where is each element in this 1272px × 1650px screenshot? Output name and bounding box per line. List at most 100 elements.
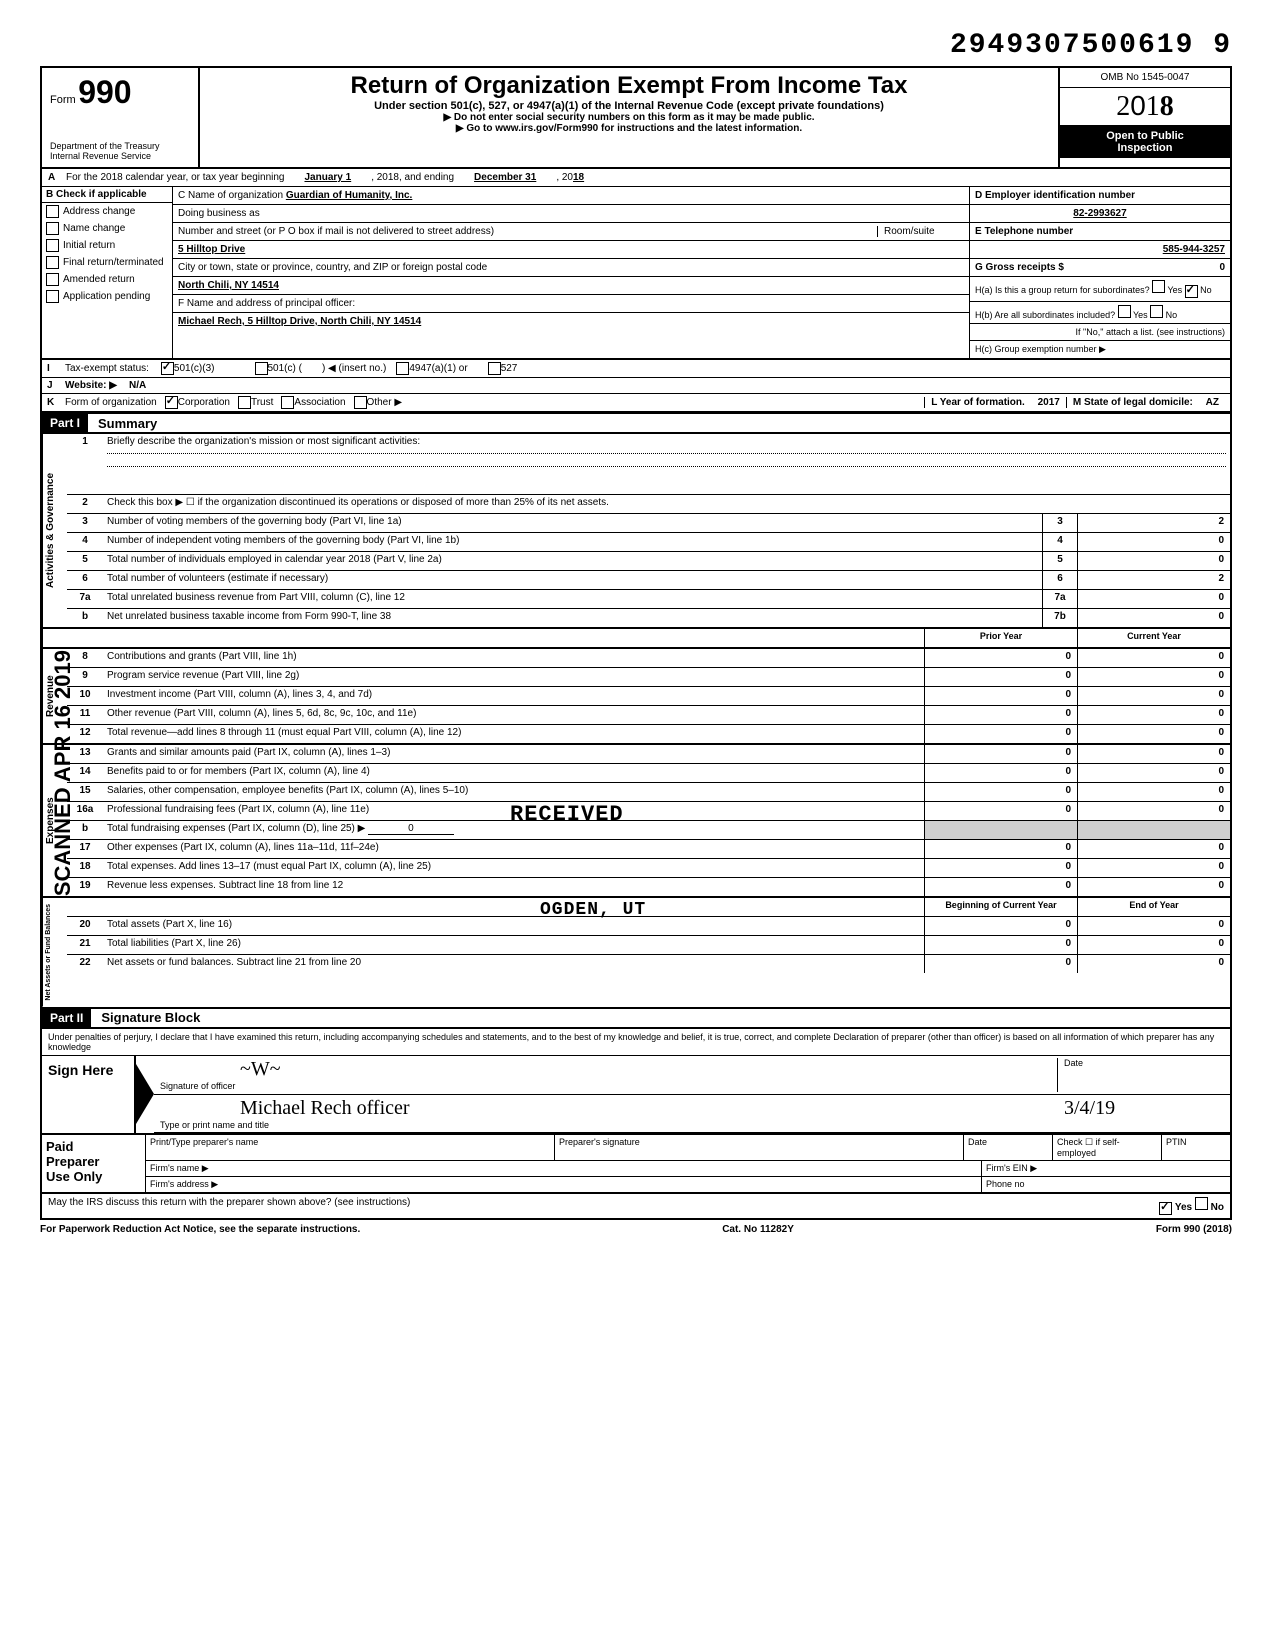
row-4-num: 4 — [67, 533, 103, 551]
footer-final: For Paperwork Reduction Act Notice, see … — [40, 1220, 1232, 1239]
prep-name-label: Print/Type preparer's name — [146, 1135, 555, 1160]
year-val: 18 — [573, 172, 584, 183]
opt-trust: Trust — [251, 397, 273, 408]
checkbox-4947[interactable] — [396, 362, 409, 375]
row-2-num: 2 — [67, 495, 103, 513]
checkbox-final-return[interactable] — [46, 256, 59, 269]
year-end: December 31 — [474, 172, 536, 183]
firm-name-label: Firm's name ▶ — [146, 1161, 982, 1176]
opt-501c-b: ) ◀ (insert no.) — [322, 363, 386, 374]
checkbox-corp[interactable] — [165, 396, 178, 409]
table-row: 10Investment income (Part VIII, column (… — [67, 687, 1230, 706]
label-initial-return: Initial return — [63, 240, 115, 251]
discuss-row: May the IRS discuss this return with the… — [40, 1194, 1232, 1220]
checkbox-trust[interactable] — [238, 396, 251, 409]
checkbox-discuss-no[interactable] — [1195, 1197, 1208, 1210]
checkbox-initial-return[interactable] — [46, 239, 59, 252]
row-7a-num: 7a — [67, 590, 103, 608]
form-title: Return of Organization Exempt From Incom… — [208, 72, 1050, 100]
section-b-header: B Check if applicable — [42, 187, 172, 203]
tax-year: 2018 — [1060, 88, 1230, 126]
discuss-text: May the IRS discuss this return with the… — [48, 1197, 410, 1215]
signature-section: Under penalties of perjury, I declare th… — [40, 1029, 1232, 1135]
row-7b-val: 0 — [1077, 609, 1230, 627]
table-row: 9Program service revenue (Part VIII, lin… — [67, 668, 1230, 687]
checkbox-ha-no[interactable] — [1185, 285, 1198, 298]
preparer-section: Paid Preparer Use Only Print/Type prepar… — [40, 1135, 1232, 1194]
checkbox-name-change[interactable] — [46, 222, 59, 235]
checkbox-assoc[interactable] — [281, 396, 294, 409]
gross-label: G Gross receipts $ — [975, 262, 1064, 273]
checkbox-app-pending[interactable] — [46, 290, 59, 303]
form-note-ssn: ▶ Do not enter social security numbers o… — [208, 112, 1050, 123]
label-app-pending: Application pending — [63, 291, 150, 302]
label-amended: Amended return — [63, 274, 135, 285]
year-formation-label: L Year of formation. — [931, 397, 1025, 408]
checkbox-527[interactable] — [488, 362, 501, 375]
row-7b-desc: Net unrelated business taxable income fr… — [103, 609, 1042, 627]
paid-label: Paid — [46, 1139, 141, 1154]
yes-label: Yes — [1175, 1202, 1192, 1213]
row-3-num: 3 — [67, 514, 103, 532]
table-row: 16aProfessional fundraising fees (Part I… — [67, 802, 1230, 821]
firm-ein-label: Firm's EIN ▶ — [982, 1161, 1230, 1176]
part2-header: Part II Signature Block — [40, 1009, 1232, 1029]
row-7b-box: 7b — [1042, 609, 1077, 627]
row-2-desc: Check this box ▶ ☐ if the organization d… — [103, 495, 1230, 513]
scanned-stamp: SCANNED APR 16 2019 — [50, 650, 76, 896]
year-formation: 2017 — [1038, 397, 1060, 408]
row-5-val: 0 — [1077, 552, 1230, 570]
line-i: I Tax-exempt status: 501(c)(3) 501(c) ( … — [40, 360, 1232, 378]
row-4-desc: Number of independent voting members of … — [103, 533, 1042, 551]
no-label: No — [1211, 1202, 1224, 1213]
ogden-stamp: OGDEN, UT — [540, 900, 646, 920]
inspection-label: Inspection — [1064, 142, 1226, 154]
checkbox-amended[interactable] — [46, 273, 59, 286]
website-value: N/A — [129, 380, 146, 391]
table-row: bTotal fundraising expenses (Part IX, co… — [67, 821, 1230, 840]
table-row: 12Total revenue—add lines 8 through 11 (… — [67, 725, 1230, 743]
received-stamp: RECEIVED — [510, 802, 624, 827]
row-4-val: 0 — [1077, 533, 1230, 551]
line-j: J Website: ▶ N/A — [40, 378, 1232, 394]
opt-501c3: 501(c)(3) — [174, 363, 215, 374]
opt-corp: Corporation — [178, 397, 230, 408]
form-subtitle: Under section 501(c), 527, or 4947(a)(1)… — [208, 100, 1050, 112]
checkbox-501c[interactable] — [255, 362, 268, 375]
row-1-num: 1 — [67, 434, 103, 494]
current-year-hdr: Current Year — [1077, 629, 1230, 647]
checkbox-address-change[interactable] — [46, 205, 59, 218]
row-3-desc: Number of voting members of the governin… — [103, 514, 1042, 532]
row-1-desc: Briefly describe the organization's miss… — [107, 436, 420, 447]
row-6-val: 2 — [1077, 571, 1230, 589]
row-6-num: 6 — [67, 571, 103, 589]
arrow-icon — [136, 1064, 154, 1124]
netassets-label: Net Assets or Fund Balances — [42, 898, 67, 1007]
hb-label: H(b) Are all subordinates included? — [975, 310, 1115, 320]
checkbox-other[interactable] — [354, 396, 367, 409]
prep-date-label: Date — [964, 1135, 1053, 1160]
end-year-hdr: End of Year — [1077, 898, 1230, 916]
table-row: 14Benefits paid to or for members (Part … — [67, 764, 1230, 783]
phone-label: E Telephone number — [970, 223, 1230, 241]
checkbox-ha-yes[interactable] — [1152, 280, 1165, 293]
table-row: 18Total expenses. Add lines 13–17 (must … — [67, 859, 1230, 878]
year-begin: January 1 — [304, 172, 351, 183]
row-7a-val: 0 — [1077, 590, 1230, 608]
irs-label: Internal Revenue Service — [50, 151, 190, 161]
gross-value: 0 — [1219, 262, 1225, 273]
table-row: 20Total assets (Part X, line 16)00 — [67, 917, 1230, 936]
checkbox-discuss-yes[interactable] — [1159, 1202, 1172, 1215]
opt-4947: 4947(a)(1) or — [409, 363, 467, 374]
expenses-section: Expenses 13Grants and similar amounts pa… — [40, 745, 1232, 898]
use-only-label: Use Only — [46, 1169, 141, 1184]
city-value: North Chili, NY 14514 — [173, 277, 969, 295]
checkbox-hb-yes[interactable] — [1118, 305, 1131, 318]
line-a-text: For the 2018 calendar year, or tax year … — [66, 172, 284, 183]
checkbox-501c3[interactable] — [161, 362, 174, 375]
checkbox-hb-no[interactable] — [1150, 305, 1163, 318]
part2-title: Signature Block — [101, 1010, 200, 1025]
prep-check-label: Check ☐ if self-employed — [1053, 1135, 1162, 1160]
street-address: 5 Hilltop Drive — [173, 241, 969, 259]
table-row: 21Total liabilities (Part X, line 26)00 — [67, 936, 1230, 955]
